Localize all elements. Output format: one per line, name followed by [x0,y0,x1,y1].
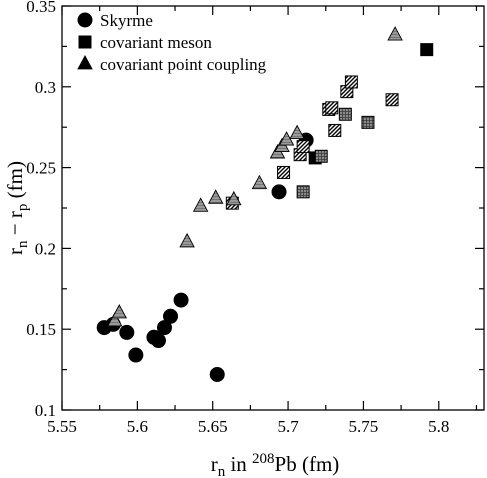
x-title-part: Pb (fm) [275,452,340,476]
square-point [328,123,342,137]
legend-label: covariant point coupling [100,55,267,74]
y-tick-label: 0.2 [35,239,56,258]
square-point [277,165,291,179]
y-tick-label: 0.1 [35,401,56,420]
circle-point [173,292,189,308]
axes: 5.55 5.6 5.65 5.7 5.75 5.8 0.1 0.15 0.2 0.25 0.3 0.… [26,0,485,436]
square-point [296,185,310,199]
square-point [420,43,434,57]
circle-point [209,366,225,382]
square-point [385,93,399,107]
y-title-part: r [3,248,27,255]
x-tick-label: 5.75 [349,417,379,436]
x-title-part: r [211,452,218,476]
legend-label: covariant meson [100,33,212,52]
legend: Skyrme covariant meson covariant point cou… [77,11,267,74]
y-title-part: (fm) [3,161,27,204]
axis-labels: rn in 208Pb (fm)rn − rp (fm) [3,161,339,478]
y-title-sub: p [15,204,31,212]
y-tick-label: 0.35 [26,0,56,16]
x-tick-label: 5.55 [47,417,77,436]
square-point [325,101,339,115]
x-title-sup: 208 [252,451,275,467]
legend-circle-icon [77,12,93,28]
circle-point [150,333,166,349]
x-tick-label: 5.6 [127,417,148,436]
x-axis-title: rn in 208Pb (fm) [211,451,340,478]
y-title-part: − r [3,211,27,240]
x-title-part: in [225,452,252,476]
x-tick-label: 5.8 [428,417,449,436]
y-tick-label: 0.15 [26,320,56,339]
legend-triangle-icon [77,54,93,70]
square-point [344,75,358,89]
triangle-point [192,197,209,212]
circle-point [163,308,179,324]
x-tick-label: 5.7 [277,417,299,436]
square-point [361,115,375,129]
x-title-sub: n [218,464,226,478]
triangle-point [179,232,195,248]
triangle-point [111,304,128,319]
y-axis-title: rn − rp (fm) [3,161,31,255]
square-point [314,149,328,163]
triangle-point [387,26,403,41]
square-point [338,107,352,121]
triangle-point [226,190,242,206]
triangle-point [207,189,224,204]
circle-point [128,347,144,363]
circle-point [271,184,287,200]
y-axis-title-group: rn − rp (fm) [3,161,31,255]
triangle-point [251,174,268,190]
circle-point [119,324,135,340]
y-title-sub: n [15,240,31,248]
triangle-point [106,312,123,327]
legend-square-icon [78,35,92,49]
y-tick-label: 0.3 [35,78,56,97]
triangle-point [289,124,305,140]
legend-label: Skyrme [100,11,153,30]
data-points [96,26,434,382]
x-tick-label: 5.65 [198,417,228,436]
square-point [296,140,310,154]
y-tick-label: 0.25 [26,159,56,178]
